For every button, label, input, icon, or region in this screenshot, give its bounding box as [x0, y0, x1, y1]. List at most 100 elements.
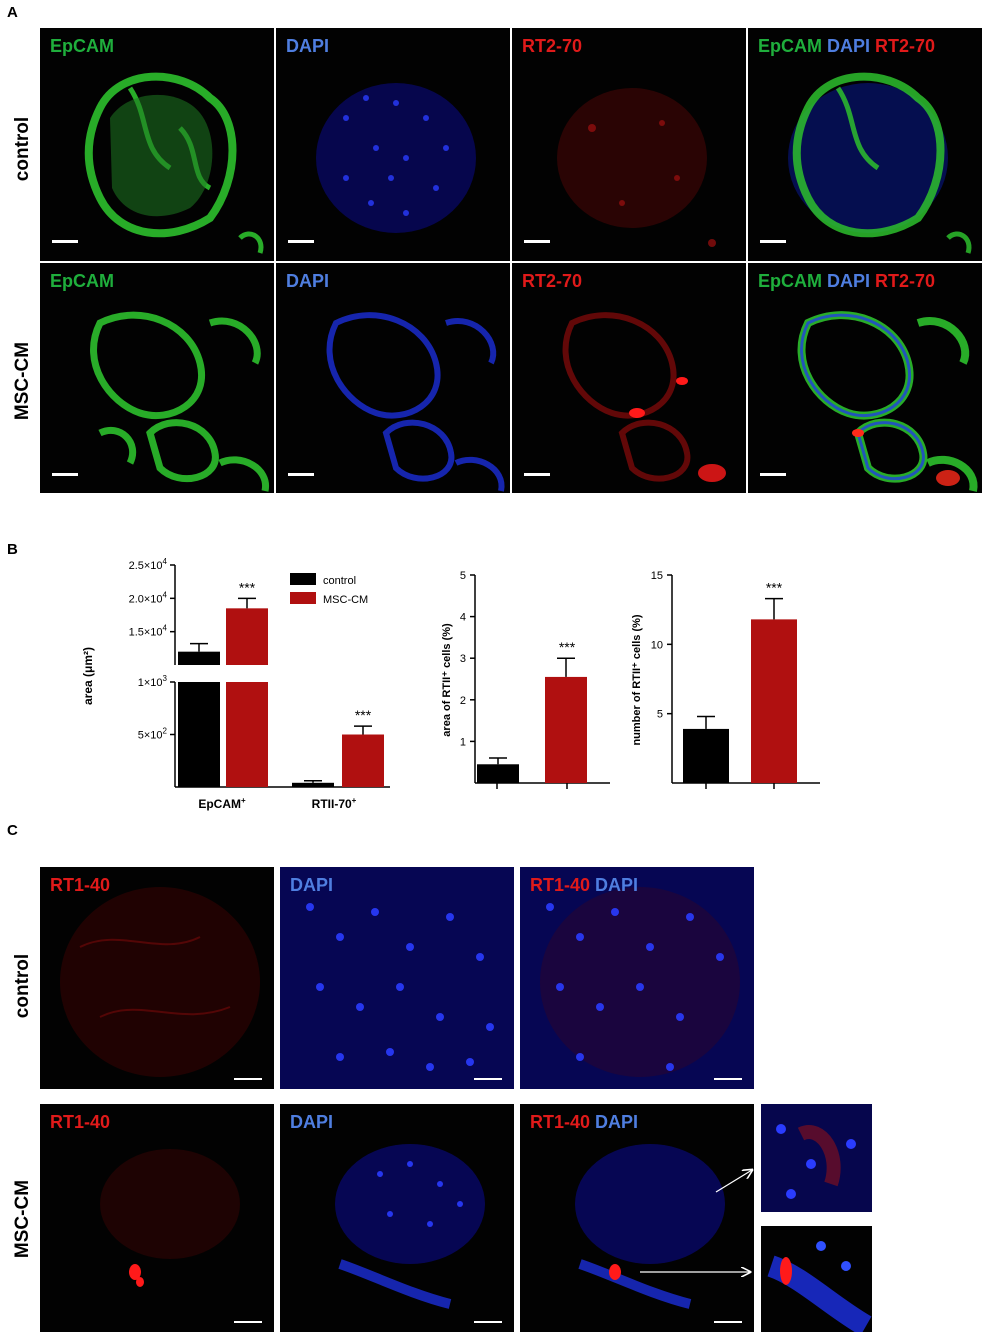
zoom-inset-image: [767, 1241, 872, 1332]
scale-bar: [288, 473, 314, 476]
x-category-label: RTII-70+: [312, 796, 357, 811]
y-axis-label: area (μm²): [81, 647, 95, 705]
bar-control-epcam-upper: [178, 651, 220, 665]
rt1-40-stain-image: [60, 887, 260, 1077]
y-tick-label: 2: [460, 695, 466, 707]
significance-marker: ***: [559, 639, 576, 655]
micrograph-c-msccm-merge: RT1-40 DAPI: [520, 1104, 754, 1332]
y-tick-label: 4: [460, 612, 466, 624]
label-dapi: DAPI: [286, 271, 330, 291]
scale-bar: [524, 473, 550, 476]
label-merge-dapi: DAPI: [595, 875, 639, 895]
zoom-inset-image: [761, 1104, 872, 1212]
bar-control-rtii70: [292, 782, 334, 787]
label-dapi: DAPI: [290, 1112, 334, 1132]
label-rt2-70: RT2-70: [522, 36, 583, 56]
bar-msccm-epcam-upper: [226, 608, 268, 665]
micrograph-a-control-dapi: DAPI: [276, 28, 510, 261]
scale-bar: [714, 1078, 742, 1080]
rt2-70-stain-image: [557, 88, 716, 247]
label-merge-rt1-40: RT1-40: [530, 1112, 591, 1132]
legend-label-control: control: [323, 575, 356, 587]
label-rt1-40: RT1-40: [50, 1112, 111, 1132]
y-tick-label: 3: [460, 653, 466, 665]
micrograph-a-control-merge: EpCAM DAPI RT2-70: [748, 28, 982, 261]
label-merge: EpCAM DAPI RT2-70: [758, 271, 935, 292]
label-merge-rt2-70: RT2-70: [875, 36, 936, 56]
scale-bar: [524, 240, 550, 243]
micrograph-c-msccm-rt1-40: RT1-40: [40, 1104, 274, 1332]
scale-bar: [474, 1321, 502, 1323]
y-tick-label: 2.0×104: [129, 590, 168, 605]
y-tick-label: 10: [651, 639, 663, 651]
micrograph-a-msccm-rt2-70: RT2-70: [512, 263, 746, 493]
panel-b-charts: 1.5×104 2.0×104 2.5×104 5×102 1×103 area (μm²…: [81, 557, 820, 811]
y-tick-label: 15: [651, 570, 663, 582]
micrograph-a-control-epcam: EpCAM: [40, 28, 274, 261]
scale-bar: [52, 473, 78, 476]
micrograph-a-msccm-dapi: DAPI: [276, 263, 510, 493]
zoom-inset-upper: [761, 1104, 872, 1212]
dapi-stain-image: [316, 83, 476, 233]
bar-msccm: [545, 676, 587, 783]
scale-bar: [52, 240, 78, 243]
scale-bar: [234, 1078, 262, 1080]
bar-control-epcam-lower: [178, 682, 220, 787]
arrow-to-upper-inset: [715, 1170, 752, 1193]
significance-marker: ***: [239, 579, 256, 595]
merge-stain-image: [788, 72, 972, 254]
label-merge-epcam: EpCAM: [758, 36, 822, 56]
dapi-stain-image: [335, 1144, 485, 1309]
micrograph-a-msccm-merge: EpCAM DAPI RT2-70: [748, 263, 982, 493]
micrograph-c-control-merge: RT1-40 DAPI: [520, 867, 754, 1089]
bar-msccm-rtii70: [342, 734, 384, 787]
y-axis-label: number of RTII⁺ cells (%): [631, 614, 643, 745]
merge-stain-image: [520, 867, 754, 1089]
significance-marker: ***: [766, 580, 783, 596]
y-axis-label: area of RTII⁺ cells (%): [441, 623, 453, 737]
scale-bar: [288, 240, 314, 243]
label-merge-dapi: DAPI: [595, 1112, 639, 1132]
micrograph-c-msccm-dapi: DAPI: [280, 1104, 514, 1332]
zoom-inset-lower: [761, 1226, 872, 1332]
bar-msccm: [751, 619, 797, 783]
label-merge: RT1-40 DAPI: [530, 875, 638, 896]
label-merge: EpCAM DAPI RT2-70: [758, 36, 935, 57]
panel-letter-b: B: [7, 541, 18, 558]
y-tick-label: 1×103: [138, 674, 168, 689]
scale-bar: [760, 240, 786, 243]
epcam-stain-image: [84, 72, 264, 254]
epcam-stain-image: [90, 311, 269, 492]
label-rt2-70: RT2-70: [522, 271, 583, 291]
scale-bar: [474, 1078, 502, 1080]
legend-swatch-control: [290, 573, 316, 585]
label-merge-dapi: DAPI: [827, 271, 871, 291]
micrograph-a-msccm-epcam: EpCAM: [40, 263, 274, 493]
label-dapi: DAPI: [290, 875, 334, 895]
dapi-stain-image: [326, 312, 505, 492]
legend-swatch-msc-cm: [290, 592, 316, 604]
micrograph-c-control-rt1-40: RT1-40: [40, 867, 274, 1089]
label-merge-rt2-70: RT2-70: [875, 271, 936, 291]
label-rt1-40: RT1-40: [50, 875, 111, 895]
dapi-stain-image: [280, 867, 514, 1089]
merge-stain-image: [797, 311, 978, 492]
panel-letter-a: A: [7, 4, 18, 21]
label-merge-rt1-40: RT1-40: [530, 875, 591, 895]
y-tick-label: 2.5×104: [129, 557, 168, 572]
y-tick-label: 5×102: [138, 727, 168, 742]
rt2-70-stain-image: [562, 312, 726, 482]
scale-bar: [714, 1321, 742, 1323]
y-tick-label: 5: [657, 709, 663, 721]
x-category-label: EpCAM+: [198, 796, 246, 811]
bar-control: [683, 728, 729, 783]
y-tick-label: 5: [460, 570, 466, 582]
merge-stain-image: [575, 1144, 725, 1309]
significance-marker: ***: [355, 707, 372, 723]
label-epcam: EpCAM: [50, 271, 114, 291]
legend-label-msc-cm: MSC-CM: [323, 594, 368, 606]
micrograph-a-control-rt2-70: RT2-70: [512, 28, 746, 261]
panel-letter-c: C: [7, 822, 18, 839]
label-dapi: DAPI: [286, 36, 330, 56]
